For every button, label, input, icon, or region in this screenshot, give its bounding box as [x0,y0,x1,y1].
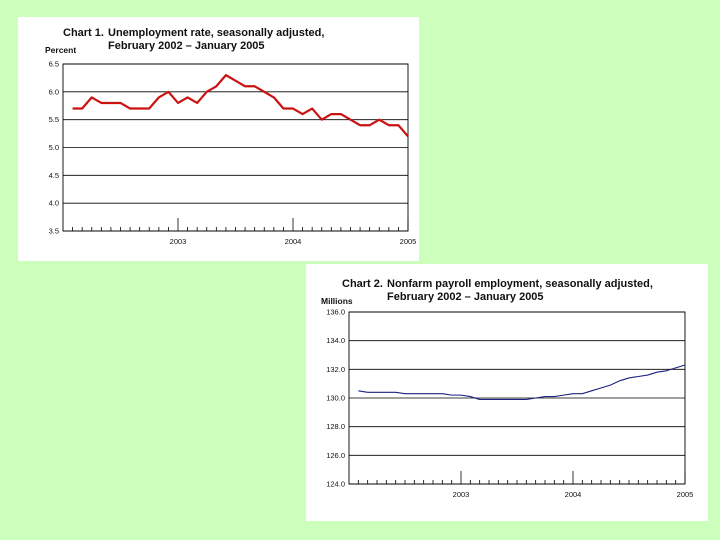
chart-2-x-tick-label: 2004 [565,490,582,499]
chart-1-x-tick-label: 2003 [170,237,187,246]
chart-2-y-tick-label: 128.0 [326,422,345,431]
chart-2-y-tick-label: 132.0 [326,365,345,374]
chart-2-y-tick-label: 136.0 [326,308,345,317]
chart-1-title-line2: February 2002 – January 2005 [108,40,265,52]
chart-1-y-axis-label: Percent [45,45,77,55]
chart-2-series-line [358,364,686,400]
chart-1-plot: 6.5 6.0 5.5 5.0 4.5 4.0 3.5 2003 2004 2005 [49,60,417,247]
chart-2-x-tick-label: 2005 [677,490,694,499]
chart-1-y-tick-label: 5.5 [49,115,59,124]
chart-1-y-tick-label: 6.5 [49,60,59,69]
chart-1-y-tick-label: 5.0 [49,143,59,152]
chart-1-y-tick-label: 6.0 [49,87,59,96]
chart-2-panel: Chart 2. Nonfarm payroll employment, sea… [306,264,708,521]
chart-1-x-tick-label: 2005 [400,237,417,246]
chart-1-x-tick-label: 2004 [285,237,302,246]
chart-2-x-tick-label: 2003 [453,490,470,499]
chart-2-y-tick-label: 134.0 [326,336,345,345]
chart-1-y-tick-label: 4.5 [49,171,59,180]
chart-2-y-tick-label: 124.0 [326,480,345,489]
chart-2-title-line2: February 2002 – January 2005 [387,291,544,303]
chart-2-y-axis-label: Millions [321,296,353,306]
chart-2-plot: 136.0 134.0 132.0 130.0 128.0 126.0 124.0 2003 2… [326,308,694,500]
chart-1-title-line1: Unemployment rate, seasonally adjusted, [108,27,325,39]
chart-1-title-number: Chart 1. [63,27,104,39]
chart-1-y-tick-label: 4.0 [49,199,59,208]
chart-2-title-number: Chart 2. [342,278,383,290]
chart-1-series-line [72,74,409,138]
chart-1-y-tick-label: 3.5 [49,227,59,236]
chart-2-y-tick-label: 126.0 [326,451,345,460]
chart-2-y-tick-label: 130.0 [326,394,345,403]
chart-2-title-line1: Nonfarm payroll employment, seasonally a… [387,278,653,290]
chart-1-panel: Chart 1. Unemployment rate, seasonally a… [18,17,419,261]
